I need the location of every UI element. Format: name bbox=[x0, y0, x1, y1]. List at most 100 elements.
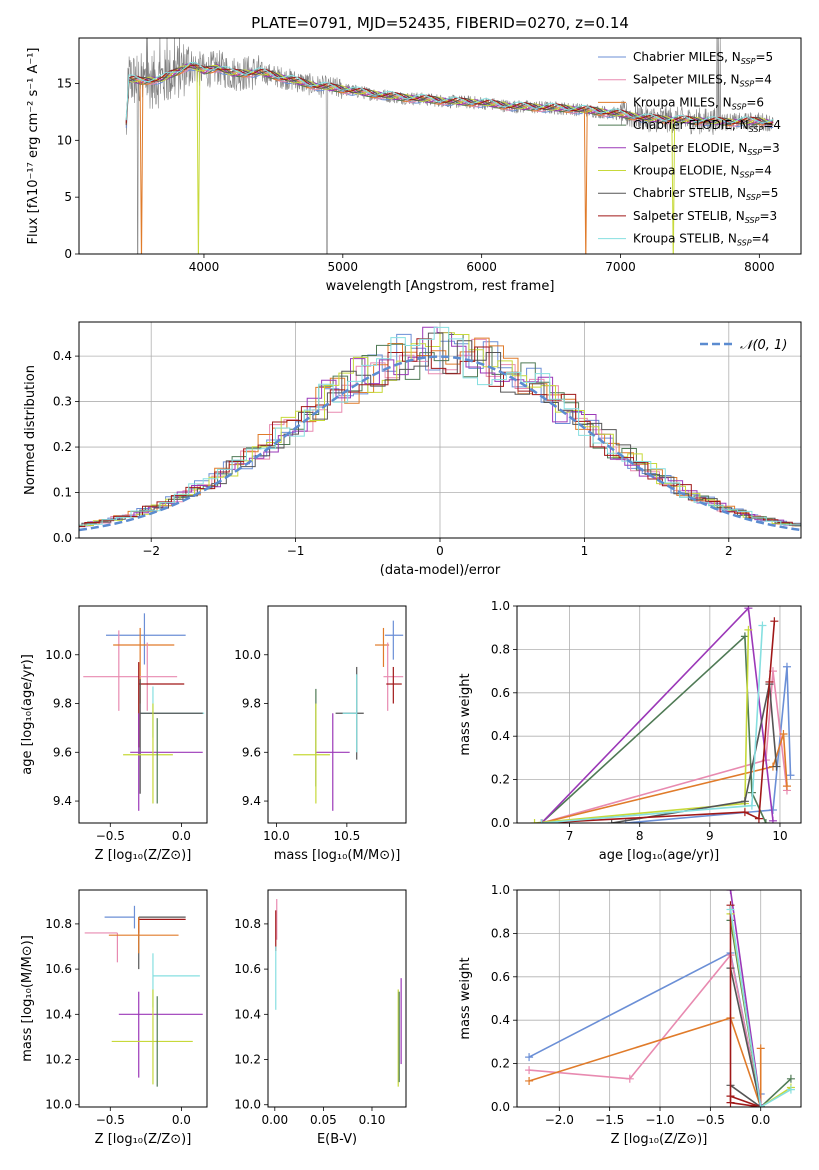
errorbar-point bbox=[293, 703, 330, 804]
weight-marker bbox=[726, 890, 735, 894]
grid bbox=[517, 889, 801, 1108]
y-tick-label: 9.4 bbox=[53, 794, 72, 808]
model-dropout bbox=[671, 119, 676, 254]
weight-series-5 bbox=[534, 629, 750, 823]
x-tick-label: 0.05 bbox=[310, 1113, 337, 1127]
x-tick-label: −0.5 bbox=[96, 829, 125, 843]
y-tick-label: 15 bbox=[57, 76, 72, 90]
legend-entry: Kroupa MILES, NSSP=6 bbox=[633, 95, 764, 111]
weight-marker bbox=[607, 819, 616, 823]
plot-area bbox=[525, 890, 795, 1107]
weight-marker bbox=[744, 625, 753, 634]
x-tick-label: 7 bbox=[566, 829, 574, 843]
y-tick-label: 0.1 bbox=[53, 486, 72, 500]
weight-marker bbox=[779, 730, 788, 739]
y-tick-label: 0.2 bbox=[491, 1057, 510, 1071]
age_vs_mass-axes: 10.0 10.5 9.4 9.6 9.8 10.0 mass [log₁₀(M/M⊙)] bbox=[234, 605, 407, 863]
errorbar-point bbox=[140, 686, 205, 738]
errorbar-point bbox=[139, 679, 203, 794]
y-tick-label: 0.6 bbox=[491, 970, 510, 984]
axes-frame bbox=[267, 889, 407, 1108]
x-tick-label: 0.10 bbox=[359, 1113, 386, 1127]
normal-reference-curve bbox=[79, 355, 801, 532]
y-tick-label: 9.6 bbox=[53, 745, 72, 759]
weight-marker bbox=[782, 782, 791, 791]
legend-nssp: =3 bbox=[759, 209, 777, 223]
legend-name: Salpeter STELIB, N bbox=[633, 209, 745, 223]
weight-series-8 bbox=[729, 909, 792, 1107]
model-dropout bbox=[583, 110, 588, 254]
y-axis-label: Flux [fλ10⁻¹⁷ erg cm⁻² s⁻¹ A⁻¹] bbox=[26, 48, 41, 245]
legend-entry: Salpeter MILES, NSSP=4 bbox=[633, 73, 772, 89]
y-tick-label: 0.3 bbox=[53, 395, 72, 409]
y-tick-label: 0.6 bbox=[491, 686, 510, 700]
errorbar-point bbox=[384, 620, 404, 660]
x-tick-label: 8000 bbox=[744, 260, 775, 274]
x-tick-label: −0.5 bbox=[96, 1113, 125, 1127]
legend-subscript: SSP bbox=[746, 193, 761, 202]
errorbar-point bbox=[104, 905, 136, 929]
weight-marker bbox=[726, 905, 735, 914]
x-axis-label: wavelength [Angstrom, rest frame] bbox=[326, 279, 555, 294]
x-tick-label: 0.0 bbox=[172, 1113, 191, 1127]
y-tick-label: 0.4 bbox=[53, 349, 72, 363]
legend-subscript: SSP bbox=[745, 216, 760, 225]
y-tick-label: 10.4 bbox=[234, 1007, 261, 1021]
x-axis-label: E(B-V) bbox=[317, 1132, 357, 1147]
y-tick-label: 9.8 bbox=[53, 697, 72, 711]
legend-nssp: =4 bbox=[754, 73, 772, 87]
axes-frame bbox=[267, 605, 407, 824]
weight-marker bbox=[740, 797, 749, 806]
x-axis-label: Z [log₁₀(Z/Z⊙)] bbox=[95, 1132, 192, 1147]
x-axis-label: Z [log₁₀(Z/Z⊙)] bbox=[611, 1132, 708, 1147]
errorbar-point bbox=[138, 916, 186, 970]
axes-frame bbox=[78, 321, 802, 539]
legend-nssp: =4 bbox=[752, 232, 770, 246]
x-tick-label: 8 bbox=[636, 829, 644, 843]
plot-area bbox=[275, 899, 402, 1087]
y-tick-label: 0.0 bbox=[491, 816, 510, 830]
legend-subscript: SSP bbox=[741, 57, 756, 66]
legend-subscript: SSP bbox=[740, 171, 755, 180]
y-tick-label: 10 bbox=[57, 133, 72, 147]
y-axis-label: mass weight bbox=[458, 673, 473, 755]
weight-series-6 bbox=[729, 967, 762, 1107]
legend-nssp: =5 bbox=[755, 50, 773, 64]
axes-frame bbox=[78, 605, 208, 824]
weight-series-2 bbox=[541, 733, 788, 823]
legend-entry: Kroupa STELIB, NSSP=4 bbox=[633, 232, 769, 248]
y-tick-label: 10.0 bbox=[234, 648, 261, 662]
histogram-5 bbox=[79, 332, 801, 528]
x-tick-label: 4000 bbox=[189, 260, 220, 274]
plot-area bbox=[530, 606, 795, 823]
legend-nssp: =4 bbox=[754, 164, 772, 178]
errorbar-point bbox=[113, 627, 175, 704]
age_vs_Z-axes: −0.5 0.0 9.4 9.6 9.8 10.0 Z [log₁₀(Z/Z⊙)] age [… bbox=[20, 605, 208, 863]
x-axis-label: Z [log₁₀(Z/Z⊙)] bbox=[95, 848, 192, 863]
legend-entry: Chabrier MILES, NSSP=5 bbox=[633, 50, 773, 66]
y-tick-label: 10.2 bbox=[45, 1053, 72, 1067]
axes-frame bbox=[516, 605, 802, 824]
legend-entry: Salpeter STELIB, NSSP=3 bbox=[633, 209, 777, 225]
y-tick-label: 0.4 bbox=[491, 729, 510, 743]
weight-marker bbox=[772, 762, 781, 771]
y-tick-label: 10.2 bbox=[234, 1053, 261, 1067]
x-tick-label: −2 bbox=[142, 544, 160, 558]
model-dropout bbox=[139, 80, 144, 254]
weight-marker bbox=[744, 606, 753, 613]
mass_vs_ebv-axes: 0.00 0.05 0.10 10.0 10.2 10.4 10.6 10.8 E(B-V) bbox=[234, 889, 407, 1147]
legend-entry: 𝒩(0, 1) bbox=[740, 338, 787, 353]
weight_vs_age-axes: 7 8 9 10 0.0 0.2 0.4 0.6 0.8 1.0 age [log₁₀(age/yr… bbox=[458, 599, 802, 863]
legend-nssp: =3 bbox=[762, 141, 780, 155]
legend-name: Chabrier STELIB, N bbox=[633, 186, 746, 200]
plot-area bbox=[83, 613, 205, 811]
errorbar-point bbox=[84, 932, 119, 963]
weight-marker bbox=[768, 805, 777, 814]
y-tick-label: 10.8 bbox=[234, 917, 261, 931]
legend-nssp: =5 bbox=[761, 186, 779, 200]
y-tick-label: 0.8 bbox=[491, 642, 510, 656]
y-tick-label: 0.4 bbox=[491, 1013, 510, 1027]
y-tick-label: 9.6 bbox=[242, 745, 261, 759]
weight-marker bbox=[786, 771, 795, 780]
